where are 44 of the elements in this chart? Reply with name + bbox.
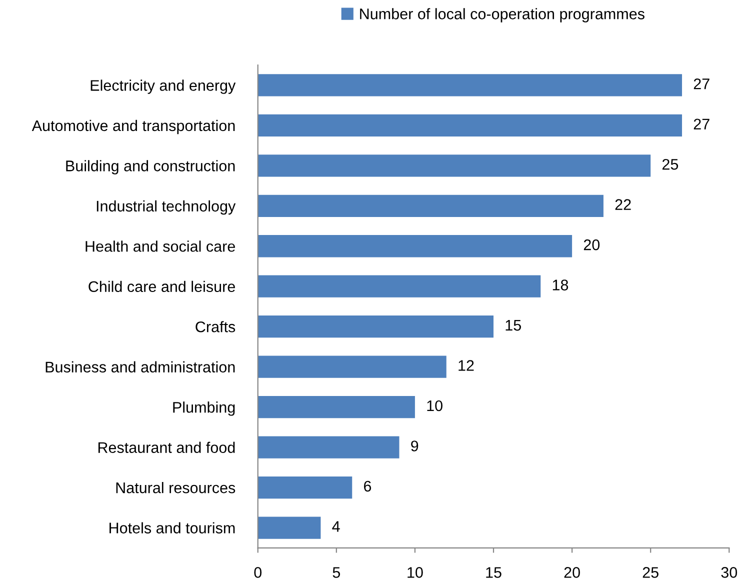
data-label: 10: [427, 400, 442, 412]
x-tick-label: 15: [486, 567, 502, 578]
y-tick-label: Automotive and transportation: [32, 120, 235, 134]
data-label: 9: [411, 440, 418, 452]
x-tick-label: 20: [564, 567, 580, 578]
y-tick-label: Natural resources: [116, 482, 236, 494]
data-label: 22: [615, 199, 631, 210]
data-label: 6: [364, 480, 372, 492]
data-label: 15: [506, 320, 521, 331]
x-tick-label: 0: [254, 567, 262, 578]
y-tick-label: Hotels and tourism: [110, 522, 235, 534]
bar: [258, 154, 651, 177]
data-label: 27: [694, 118, 710, 130]
bar: [258, 275, 541, 298]
data-label: 12: [458, 360, 474, 371]
bar: [258, 316, 494, 338]
data-label: 20: [584, 239, 600, 250]
bar: [258, 436, 400, 458]
bar: [258, 194, 604, 217]
y-tick-label: Health and social care: [86, 240, 235, 252]
y-tick-label: Business and administration: [46, 361, 235, 373]
data-label: 4: [332, 521, 340, 532]
data-label: 18: [552, 280, 568, 290]
bar: [258, 114, 682, 136]
y-tick-label: Restaurant and food: [98, 442, 235, 453]
y-tick-label: Crafts: [196, 321, 236, 332]
data-label: 27: [694, 78, 710, 90]
y-tick-label: Plumbing: [173, 402, 235, 416]
bar: [258, 476, 352, 499]
bar: [258, 396, 415, 418]
legend-label: Number of local co-operation programmes: [360, 8, 644, 22]
y-tick-label: Building and construction: [66, 160, 235, 174]
x-tick-label: 25: [642, 567, 658, 578]
bar: [258, 516, 321, 539]
x-tick-label: 30: [721, 567, 738, 578]
y-tick-label: Industrial technology: [96, 200, 236, 215]
y-tick-label: Child care and leisure: [88, 280, 235, 292]
x-tick-label: 10: [408, 567, 423, 578]
bar: [258, 356, 446, 378]
x-tick-label: 5: [332, 567, 340, 578]
data-label: 25: [662, 158, 678, 170]
bar: [258, 235, 572, 258]
bar: [258, 74, 682, 96]
y-tick-label: Electricity and energy: [90, 80, 236, 94]
